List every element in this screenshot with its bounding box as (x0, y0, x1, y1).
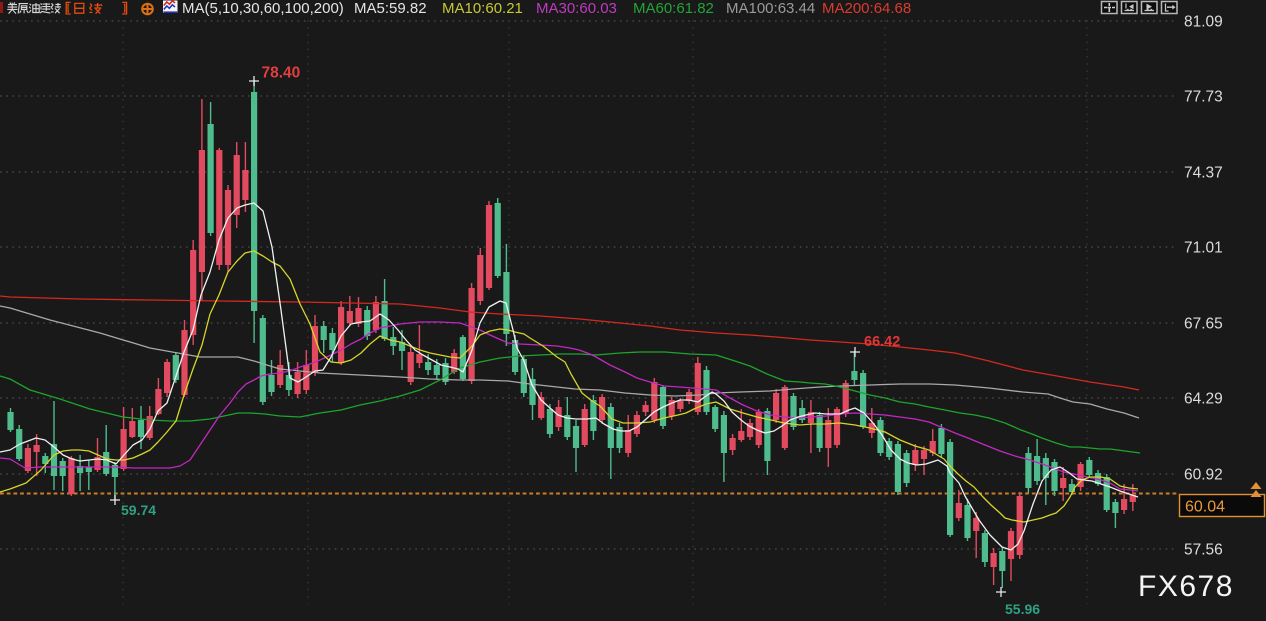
svg-text:MA10:60.21: MA10:60.21 (442, 0, 523, 17)
svg-text:81.09: 81.09 (1184, 14, 1223, 31)
svg-text:55.96: 55.96 (1005, 601, 1040, 617)
svg-text:57.56: 57.56 (1184, 542, 1223, 559)
svg-text:78.40: 78.40 (262, 65, 301, 82)
svg-text:67.65: 67.65 (1184, 316, 1223, 333)
svg-text:64.29: 64.29 (1184, 391, 1223, 408)
svg-text:MA200:64.68: MA200:64.68 (822, 0, 911, 17)
svg-text:60.04: 60.04 (1185, 499, 1225, 516)
svg-text:71.01: 71.01 (1184, 240, 1223, 257)
svg-text:59.74: 59.74 (121, 502, 156, 518)
svg-text:MA5:59.82: MA5:59.82 (354, 0, 427, 17)
svg-text:66.42: 66.42 (864, 334, 900, 350)
svg-text:FX678: FX678 (1138, 570, 1234, 603)
svg-text:MA30:60.03: MA30:60.03 (536, 0, 617, 17)
svg-text:MA(5,10,30,60,100,200): MA(5,10,30,60,100,200) (182, 0, 344, 17)
svg-text:MA100:63.44: MA100:63.44 (726, 0, 815, 17)
svg-text:77.73: 77.73 (1184, 89, 1223, 106)
svg-text:74.37: 74.37 (1184, 165, 1223, 182)
svg-text:MA60:61.82: MA60:61.82 (633, 0, 714, 17)
svg-text:60.92: 60.92 (1184, 467, 1223, 484)
